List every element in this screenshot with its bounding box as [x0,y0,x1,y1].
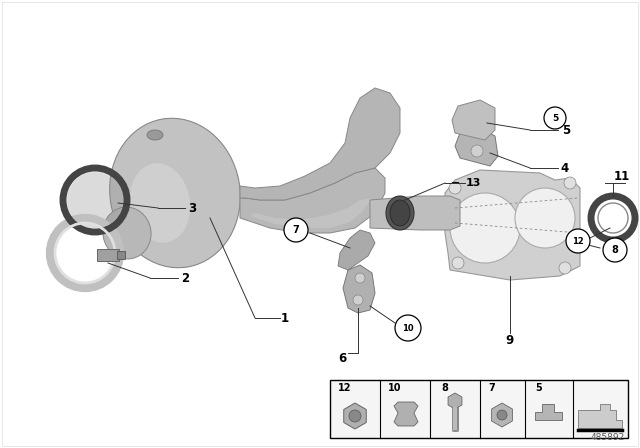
Text: 11: 11 [614,169,630,182]
Polygon shape [250,198,372,228]
Ellipse shape [386,196,414,230]
Polygon shape [535,404,562,420]
Polygon shape [343,265,375,313]
Text: 5: 5 [562,124,570,137]
Polygon shape [240,168,385,233]
Circle shape [515,188,575,248]
Text: 2: 2 [181,271,189,284]
Text: 10: 10 [388,383,402,393]
Circle shape [67,172,123,228]
Ellipse shape [130,163,190,243]
Circle shape [395,315,421,341]
Polygon shape [448,393,462,409]
Text: −: − [451,178,460,188]
Text: 5: 5 [552,113,558,122]
Text: 5: 5 [536,383,542,393]
Polygon shape [338,230,375,270]
Circle shape [559,262,571,274]
Text: 4: 4 [561,161,569,175]
Polygon shape [370,196,460,230]
Text: 12: 12 [572,237,584,246]
Ellipse shape [390,200,410,226]
Text: 3: 3 [188,202,196,215]
Circle shape [564,177,576,189]
Text: 7: 7 [488,383,495,393]
Circle shape [284,218,308,242]
Polygon shape [445,170,580,280]
Circle shape [471,145,483,157]
Circle shape [450,193,520,263]
Circle shape [603,238,627,262]
Circle shape [353,295,363,305]
Polygon shape [452,100,495,140]
Polygon shape [344,403,366,429]
Text: 1: 1 [281,311,289,324]
Text: 13: 13 [465,178,481,188]
Text: 6: 6 [338,352,346,365]
Circle shape [566,229,590,253]
Ellipse shape [109,118,241,268]
Text: 485892: 485892 [591,433,625,442]
Text: 8: 8 [442,383,449,393]
Text: 12: 12 [339,383,352,393]
Circle shape [497,410,507,420]
Polygon shape [240,88,400,200]
Bar [97,249,119,261]
Text: 7: 7 [292,225,300,235]
Circle shape [349,410,361,422]
Polygon shape [455,128,498,166]
Text: 10: 10 [402,323,414,332]
Bar [330,380,628,438]
Text: 8: 8 [612,245,618,255]
Bar [117,251,125,259]
Polygon shape [578,404,622,428]
Circle shape [449,182,461,194]
Circle shape [355,273,365,283]
Polygon shape [492,403,513,427]
Text: 9: 9 [506,333,514,346]
Ellipse shape [103,207,151,259]
Circle shape [452,257,464,269]
Polygon shape [394,402,418,426]
Ellipse shape [147,130,163,140]
Circle shape [544,107,566,129]
